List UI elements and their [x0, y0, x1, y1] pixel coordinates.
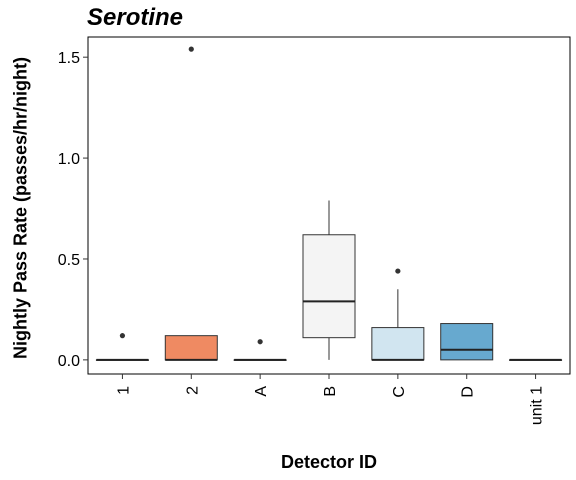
- y-axis-label: Nightly Pass Rate (passes/hr/night): [10, 56, 31, 360]
- outlier-point: [119, 333, 126, 339]
- y-tick-label: 0.0: [58, 353, 80, 370]
- x-axis-label: Detector ID: [280, 452, 378, 472]
- x-tick-label: C: [391, 386, 408, 398]
- x-tick-label: unit 1: [529, 386, 546, 425]
- box-2: [164, 335, 218, 361]
- x-tick-label: D: [460, 386, 477, 398]
- chart-title: Serotine: [87, 4, 184, 31]
- box-C: [371, 327, 425, 361]
- x-tick-label: B: [322, 386, 339, 397]
- y-tick-label: 1.5: [58, 50, 80, 67]
- outlier-point: [395, 268, 401, 274]
- y-tick-label: 0.5: [58, 252, 80, 269]
- box-D: [440, 323, 494, 361]
- box-B: [302, 234, 356, 339]
- y-tick-label: 1.0: [58, 151, 80, 168]
- x-tick-label: 1: [115, 386, 132, 395]
- x-tick-label: 2: [184, 386, 201, 395]
- x-tick-label: A: [253, 386, 270, 397]
- outlier-point: [257, 339, 263, 345]
- outlier-point: [188, 46, 194, 52]
